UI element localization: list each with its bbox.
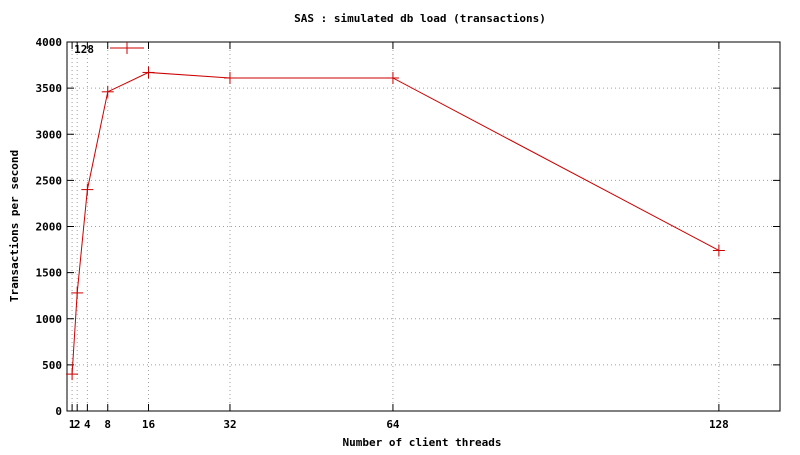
legend-marker [121, 42, 133, 54]
legend: 128 [74, 42, 144, 56]
y-tick-label: 3500 [36, 82, 63, 95]
x-tick-label: 1 [69, 418, 76, 431]
x-tick-label: 2 [74, 418, 81, 431]
x-tick-label: 64 [386, 418, 400, 431]
y-tick-label: 500 [42, 359, 62, 372]
x-tick-label: 128 [709, 418, 729, 431]
y-tick-label: 3000 [36, 128, 63, 141]
axis-ticks [67, 41, 780, 412]
y-tick-label: 4000 [36, 36, 63, 49]
y-tick-label: 2000 [36, 221, 63, 234]
y-tick-label: 2500 [36, 174, 63, 187]
data-point [712, 244, 725, 257]
x-tick-label: 32 [223, 418, 236, 431]
x-tick-label: 4 [84, 418, 91, 431]
y-tick-label: 0 [55, 405, 62, 418]
data-point [386, 71, 399, 84]
x-tick-label: 8 [104, 418, 111, 431]
x-tick-labels: 12 4 8 16 32 64 128 [69, 418, 729, 431]
legend-label: 128 [74, 43, 94, 56]
series-line [71, 71, 720, 375]
chart-title: SAS : simulated db load (transactions) [294, 12, 546, 25]
y-tick-labels: 0 500 1000 1500 2000 2500 3000 3500 4000 [36, 36, 63, 418]
legend-marker-plus [121, 42, 133, 54]
y-tick-label: 1500 [36, 267, 63, 280]
series-layer [66, 66, 725, 381]
data-point [101, 85, 114, 98]
data-point [142, 66, 155, 79]
x-axis-label: Number of client threads [343, 436, 502, 449]
data-point [71, 286, 84, 299]
y-tick-label: 1000 [36, 313, 63, 326]
x-tick-label: 16 [142, 418, 156, 431]
data-point [223, 71, 236, 84]
data-point [66, 368, 79, 381]
data-point [81, 183, 94, 196]
y-axis-label: Transactions per second [8, 150, 21, 302]
